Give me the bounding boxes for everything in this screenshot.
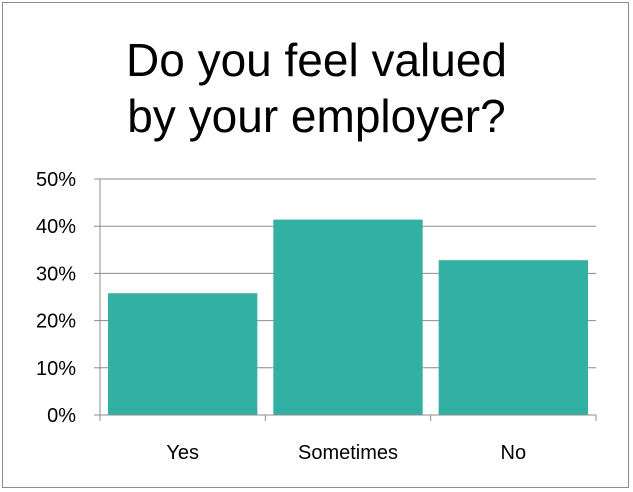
bar-no <box>438 260 588 415</box>
x-tick-label: Yes <box>166 442 199 464</box>
y-tick-label: 40% <box>36 216 76 238</box>
x-tick-label: Sometimes <box>298 442 398 464</box>
chart-title-line-2: by your employer? <box>127 90 506 142</box>
y-tick-label: 10% <box>36 358 76 380</box>
chart-title-line-1: Do you feel valued <box>125 34 508 86</box>
x-tick-label: No <box>501 442 527 464</box>
y-tick-label: 30% <box>36 263 76 285</box>
y-tick-label: 20% <box>36 311 76 333</box>
tick-labels: 0% 10% 20% 30% 40% 50% Yes Sometimes No <box>36 169 526 464</box>
bar-sometimes <box>273 219 423 415</box>
chart-title: Do you feel valued by your employer? <box>0 32 633 144</box>
bars <box>108 219 588 415</box>
y-tick-label: 0% <box>47 405 76 427</box>
axes <box>94 178 597 421</box>
bar-yes <box>108 293 258 415</box>
y-tick-label: 50% <box>36 169 76 191</box>
